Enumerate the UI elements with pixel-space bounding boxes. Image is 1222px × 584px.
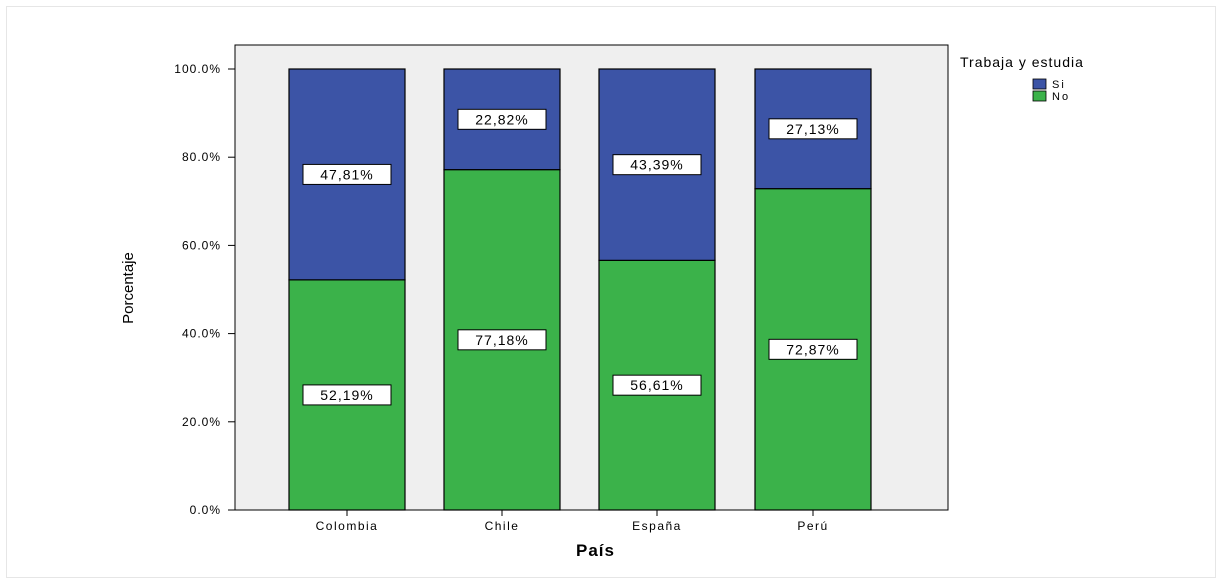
data-label: 52,19% xyxy=(320,387,373,403)
y-axis-title: Porcentaje xyxy=(120,252,137,324)
y-tick-label: 0.0% xyxy=(190,503,221,517)
legend-title: Trabaja y estudia xyxy=(960,54,1084,70)
y-tick-label: 60.0% xyxy=(182,238,221,252)
x-axis-title: País xyxy=(576,541,615,560)
legend-swatch-no xyxy=(1032,90,1047,102)
data-label: 77,18% xyxy=(475,332,528,348)
data-label: 72,87% xyxy=(786,341,839,357)
legend-label-no: No xyxy=(1052,91,1070,103)
data-label-box xyxy=(302,384,392,406)
y-tick-label: 100.0% xyxy=(174,62,221,76)
data-label-box xyxy=(457,108,547,130)
x-tick-label: Perú xyxy=(797,519,828,533)
data-label: 43,39% xyxy=(630,157,683,173)
data-label: 22,82% xyxy=(475,111,528,127)
x-tick-label: Chile xyxy=(485,519,520,533)
data-label-box xyxy=(768,338,858,360)
data-label: 56,61% xyxy=(630,377,683,393)
data-label-box xyxy=(612,374,702,396)
data-label-box xyxy=(302,163,392,185)
legend-swatch-si xyxy=(1032,78,1047,90)
y-tick-label: 20.0% xyxy=(182,415,221,429)
legend-label-si: Si xyxy=(1052,79,1066,91)
x-tick-label: España xyxy=(632,519,682,533)
x-tick-label: Colombia xyxy=(316,519,379,533)
data-label-box xyxy=(612,154,702,176)
data-label: 27,13% xyxy=(786,121,839,137)
y-tick-label: 80.0% xyxy=(182,150,221,164)
data-label: 47,81% xyxy=(320,166,373,182)
y-tick-label: 40.0% xyxy=(182,327,221,341)
data-label-box xyxy=(457,329,547,351)
data-label-box xyxy=(768,118,858,140)
